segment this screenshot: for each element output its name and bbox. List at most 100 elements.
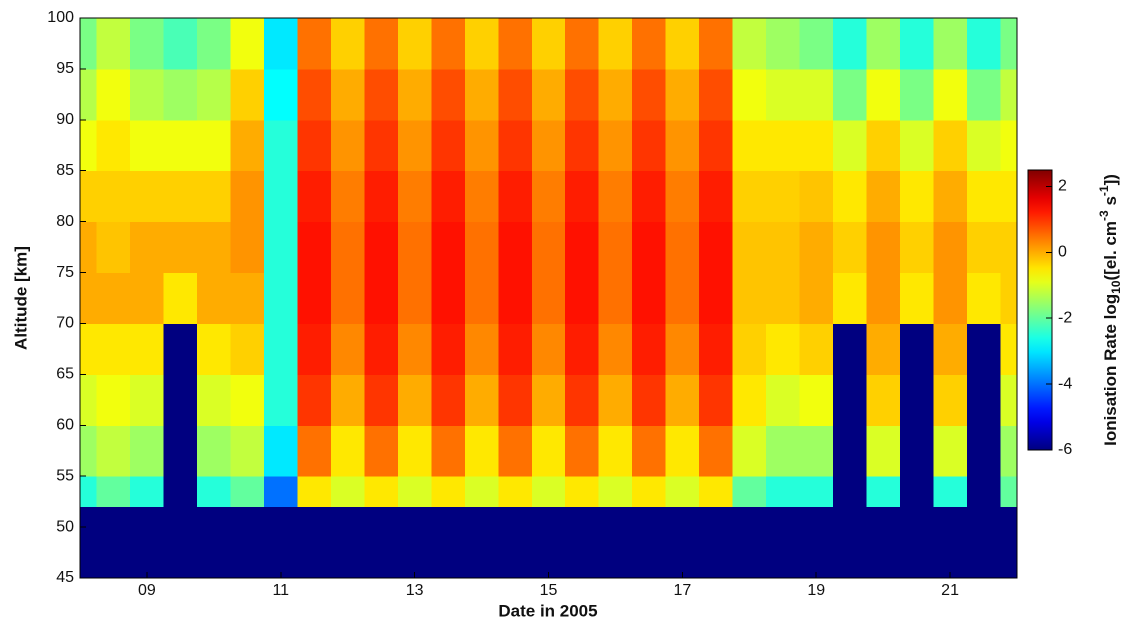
cell [130, 476, 165, 508]
cell [832, 119, 867, 172]
cell [96, 323, 131, 375]
cell [766, 425, 800, 477]
cell [1000, 476, 1018, 508]
cell [799, 506, 834, 579]
cell [364, 374, 399, 426]
cell [130, 221, 165, 274]
cell [699, 221, 734, 274]
cell [96, 425, 131, 477]
cell [431, 68, 466, 121]
cell [197, 323, 232, 375]
cell [297, 425, 332, 477]
cell [799, 221, 834, 274]
cell [866, 323, 901, 375]
cell [832, 425, 867, 477]
cell [330, 170, 365, 223]
y-axis-label: Altitude [km] [11, 246, 30, 350]
cell [197, 425, 232, 477]
cell [264, 18, 299, 70]
cell [933, 323, 968, 375]
cell [464, 323, 499, 375]
cell [431, 323, 466, 375]
cell [699, 506, 734, 579]
cell [431, 425, 466, 477]
cell [498, 221, 533, 274]
cell [632, 119, 667, 172]
cell [732, 68, 767, 121]
cell [565, 323, 600, 375]
cell [163, 18, 198, 70]
cell [464, 170, 499, 223]
cell [163, 119, 198, 172]
cell [899, 425, 934, 477]
cell [330, 272, 365, 324]
cell [766, 18, 800, 70]
cell [531, 18, 566, 70]
cell [665, 323, 700, 375]
cell [397, 68, 432, 121]
cell [732, 476, 767, 508]
cell [163, 323, 198, 375]
cell [464, 221, 499, 274]
cell [899, 374, 934, 426]
colorbar-label-part: ([el. cm [1101, 221, 1120, 281]
cell [632, 425, 667, 477]
cell [531, 68, 566, 121]
cell [899, 506, 934, 579]
cell [966, 119, 1001, 172]
cell [565, 68, 600, 121]
cell [264, 425, 299, 477]
cell [632, 374, 667, 426]
cell [130, 272, 165, 324]
cell [431, 272, 466, 324]
cell [330, 506, 365, 579]
cell [565, 506, 600, 579]
cell [431, 476, 466, 508]
cell [364, 221, 399, 274]
cell [598, 476, 633, 508]
cell [264, 221, 299, 274]
cell [832, 18, 867, 70]
cell [699, 374, 734, 426]
cell [766, 506, 800, 579]
x-tick-label: 13 [406, 582, 424, 599]
cell [1000, 374, 1018, 426]
cell [364, 425, 399, 477]
cell [766, 272, 800, 324]
colorbar-tick-label: -2 [1058, 309, 1072, 326]
cell [598, 506, 633, 579]
cell [130, 506, 165, 579]
cell [598, 272, 633, 324]
cell [130, 323, 165, 375]
cell [866, 374, 901, 426]
cell [431, 18, 466, 70]
cell [431, 506, 466, 579]
cell [699, 119, 734, 172]
cell [665, 221, 700, 274]
cell [163, 476, 198, 508]
cell [632, 323, 667, 375]
cell [933, 476, 968, 508]
cell [96, 476, 131, 508]
cell [96, 68, 131, 121]
y-tick-label: 85 [56, 162, 74, 179]
x-tick-label: 15 [540, 582, 558, 599]
cell [96, 221, 131, 274]
cell [1000, 272, 1018, 324]
cell [565, 476, 600, 508]
cell [330, 374, 365, 426]
y-tick-label: 90 [56, 111, 74, 128]
cell [598, 170, 633, 223]
cell [1000, 323, 1018, 375]
cell [832, 506, 867, 579]
cell [766, 119, 800, 172]
cell [665, 425, 700, 477]
cell [230, 476, 265, 508]
cell [598, 323, 633, 375]
cell [197, 68, 232, 121]
colorbar-tick-label: -4 [1058, 375, 1072, 392]
cell [464, 119, 499, 172]
cell [130, 170, 165, 223]
cell [531, 425, 566, 477]
cell [464, 425, 499, 477]
